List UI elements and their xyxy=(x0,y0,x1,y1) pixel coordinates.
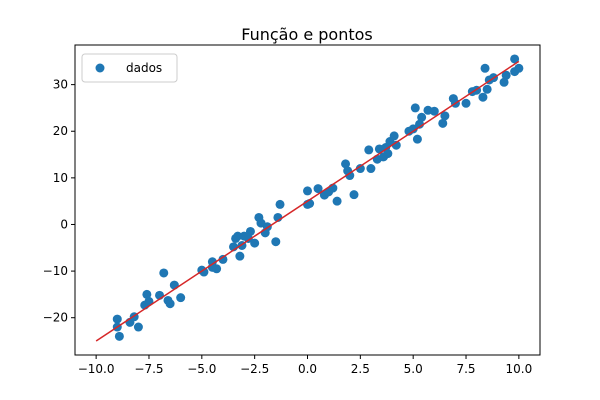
data-point xyxy=(499,77,509,87)
y-tick-label: 20 xyxy=(53,124,68,138)
data-point xyxy=(408,124,418,134)
data-point xyxy=(383,149,393,159)
x-tick-label: −7.5 xyxy=(134,362,163,376)
data-point xyxy=(144,296,154,306)
data-point xyxy=(212,264,222,274)
y-tick-label: 0 xyxy=(60,217,68,231)
legend: dados xyxy=(81,53,178,83)
data-point xyxy=(165,299,175,309)
axes: −10.0 −7.5 −5.0 −2.5 0.0 2.5 5.0 7.5 10.0 −20 −10 0… xyxy=(43,44,541,376)
data-point xyxy=(417,112,427,122)
data-point xyxy=(355,164,365,174)
y-tick-label: −10 xyxy=(43,264,68,278)
data-point xyxy=(429,106,439,116)
data-point xyxy=(112,314,122,324)
x-tick-label: −5.0 xyxy=(187,362,216,376)
data-point xyxy=(364,145,374,155)
legend-marker xyxy=(95,63,105,73)
x-tick-label: 5.0 xyxy=(404,362,423,376)
y-tick-label: 10 xyxy=(53,171,68,185)
data-point xyxy=(415,119,425,129)
data-point xyxy=(275,199,285,209)
data-point xyxy=(218,254,228,264)
data-point xyxy=(243,233,253,243)
data-point xyxy=(438,118,448,128)
data-point xyxy=(410,103,420,113)
x-tick-label: 7.5 xyxy=(456,362,475,376)
data-point xyxy=(501,70,511,80)
chart-title: Função e pontos xyxy=(241,25,373,44)
data-point xyxy=(391,140,401,150)
data-point xyxy=(271,237,281,247)
data-point xyxy=(176,293,186,303)
data-point xyxy=(412,134,422,144)
legend-box xyxy=(81,53,178,83)
data-point xyxy=(133,322,143,332)
data-point xyxy=(478,92,488,102)
data-point xyxy=(332,196,342,206)
function-line xyxy=(95,60,520,342)
data-point xyxy=(461,98,471,108)
data-point xyxy=(233,231,243,241)
data-point xyxy=(510,54,520,64)
y-tick-label: 30 xyxy=(53,78,68,92)
data-point xyxy=(250,238,260,248)
data-point xyxy=(235,251,245,261)
data-point xyxy=(482,84,492,94)
data-point xyxy=(169,280,179,290)
x-tick-label: −10.0 xyxy=(78,362,115,376)
y-tick-label: −20 xyxy=(43,311,68,325)
x-tick-label: 10.0 xyxy=(506,362,533,376)
data-point xyxy=(199,267,209,277)
data-point xyxy=(389,131,399,141)
data-point xyxy=(159,268,169,278)
legend-label: dados xyxy=(126,61,162,75)
plot-area xyxy=(95,54,524,342)
data-point xyxy=(313,184,323,194)
data-point xyxy=(345,171,355,181)
data-point xyxy=(514,63,524,73)
data-point xyxy=(480,63,490,73)
data-point xyxy=(440,111,450,121)
data-point xyxy=(303,186,312,196)
data-point xyxy=(349,190,359,200)
x-tick-label: 2.5 xyxy=(351,362,370,376)
data-point xyxy=(366,164,376,174)
x-tick-label: 0.0 xyxy=(298,362,317,376)
data-point xyxy=(341,159,351,169)
data-point xyxy=(245,226,255,236)
data-point xyxy=(142,289,152,299)
x-tick-label: −2.5 xyxy=(240,362,269,376)
data-point xyxy=(114,331,124,341)
